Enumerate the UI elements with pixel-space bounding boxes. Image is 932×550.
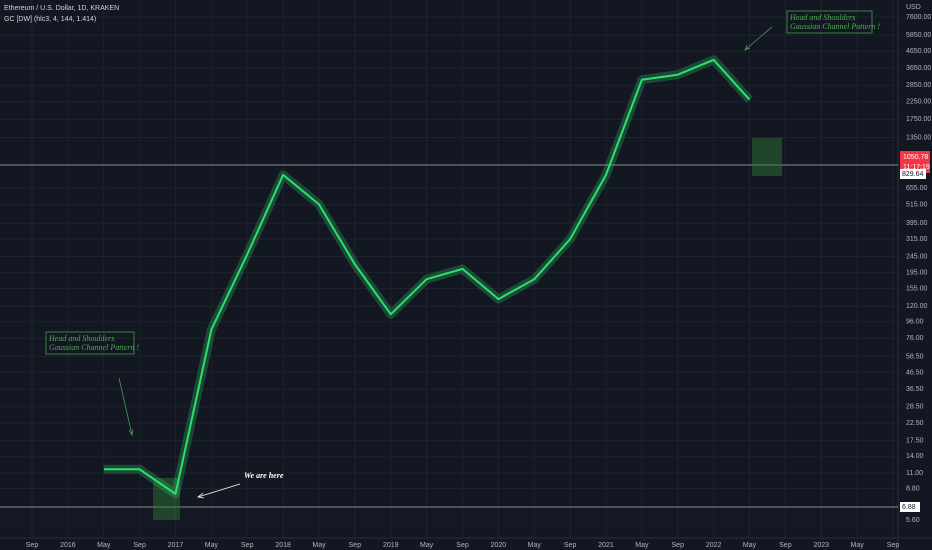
x-tick-label: Sep xyxy=(564,542,577,549)
annotation: Head and Shoulders xyxy=(48,334,114,343)
x-tick-label: May xyxy=(420,542,434,549)
x-tick-label: 2021 xyxy=(598,542,614,549)
y-tick-label: 245.00 xyxy=(906,253,928,260)
highlight-box xyxy=(752,138,782,176)
x-tick-label: Sep xyxy=(349,542,362,549)
x-tick-label: 2018 xyxy=(275,542,291,549)
y-tick-label: 4650.00 xyxy=(906,48,931,55)
y-tick-label: 17.50 xyxy=(906,437,924,444)
x-tick-label: 2017 xyxy=(168,542,184,549)
arrow xyxy=(197,483,241,498)
annotation: Gaussian Channel Pattern ! xyxy=(49,343,139,352)
grid xyxy=(0,0,898,538)
y-tick-label: 655.00 xyxy=(906,185,928,192)
price-line xyxy=(103,58,751,495)
y-tick-label: 1350.00 xyxy=(906,134,931,141)
y-tick-label: 5.60 xyxy=(906,517,920,524)
y-axis-label: USD xyxy=(906,4,921,11)
x-tick-label: Sep xyxy=(133,542,146,549)
y-tick-label: 2850.00 xyxy=(906,82,931,89)
x-tick-label: May xyxy=(743,542,757,549)
chart-title: Ethereum / U.S. Dollar, 1D, KRAKEN xyxy=(4,5,119,12)
arrow-head xyxy=(744,44,751,51)
x-tick-label: May xyxy=(205,542,219,549)
y-tick-label: 7600.00 xyxy=(906,14,931,21)
arrow xyxy=(744,26,773,51)
x-tick-label: May xyxy=(851,542,865,549)
x-tick-label: Sep xyxy=(887,542,900,549)
price-label: 6.88 xyxy=(902,504,916,511)
y-tick-label: 76.00 xyxy=(906,335,924,342)
arrow xyxy=(118,377,133,436)
y-tick-label: 28.50 xyxy=(906,403,924,410)
y-tick-label: 2250.00 xyxy=(906,99,931,106)
price-badge xyxy=(900,169,926,179)
y-tick-label: 395.00 xyxy=(906,220,928,227)
y-tick-label: 58.50 xyxy=(906,353,924,360)
x-tick-label: Sep xyxy=(779,542,792,549)
y-tick-label: 1750.00 xyxy=(906,116,931,123)
price-badge xyxy=(900,151,930,173)
x-tick-label: Sep xyxy=(672,542,685,549)
price-time: 11:17:19 xyxy=(903,164,930,171)
y-tick-label: 11.00 xyxy=(906,470,923,477)
y-tick-label: 46.50 xyxy=(906,369,924,376)
x-tick-label: May xyxy=(312,542,326,549)
indicator-label: GC [DW] (hlc3, 4, 144, 1.414) xyxy=(4,16,96,23)
y-tick-label: 155.00 xyxy=(906,285,928,292)
x-tick-label: May xyxy=(635,542,649,549)
note-box xyxy=(786,10,873,34)
y-tick-label: 96.00 xyxy=(906,319,924,326)
x-tick-label: 2016 xyxy=(60,542,76,549)
y-tick-label: 5850.00 xyxy=(906,32,931,39)
price-badge xyxy=(900,502,920,512)
y-tick-label: 14.00 xyxy=(906,453,924,460)
x-tick-label: 2019 xyxy=(383,542,399,549)
y-tick-label: 22.50 xyxy=(906,420,924,427)
y-tick-label: 120.00 xyxy=(906,303,928,310)
x-tick-label: Sep xyxy=(26,542,39,549)
arrow-head xyxy=(128,428,134,436)
y-tick-label: 3650.00 xyxy=(906,65,931,72)
y-tick-label: 315.00 xyxy=(906,236,928,243)
highlight-box xyxy=(153,478,180,520)
arrow-head xyxy=(197,492,205,499)
y-tick-label: 36.50 xyxy=(906,386,924,393)
x-tick-label: 2023 xyxy=(813,542,829,549)
x-tick-label: 2020 xyxy=(491,542,507,549)
annotation: We are here xyxy=(244,471,284,480)
price-label: 1050.78 xyxy=(903,154,928,161)
annotation: Head and Shoulders xyxy=(789,13,855,22)
x-tick-label: Sep xyxy=(456,542,469,549)
y-tick-label: 515.00 xyxy=(906,202,928,209)
y-tick-label: 195.00 xyxy=(906,269,928,276)
x-tick-label: 2022 xyxy=(706,542,722,549)
plot xyxy=(103,55,753,499)
x-tick-label: Sep xyxy=(241,542,254,549)
price-label: 829.64 xyxy=(902,171,924,178)
y-tick-label: 8.80 xyxy=(906,485,920,492)
note-box xyxy=(45,331,135,355)
x-tick-label: May xyxy=(97,542,111,549)
annotation: Gaussian Channel Pattern ! xyxy=(790,22,880,31)
x-tick-label: May xyxy=(528,542,542,549)
